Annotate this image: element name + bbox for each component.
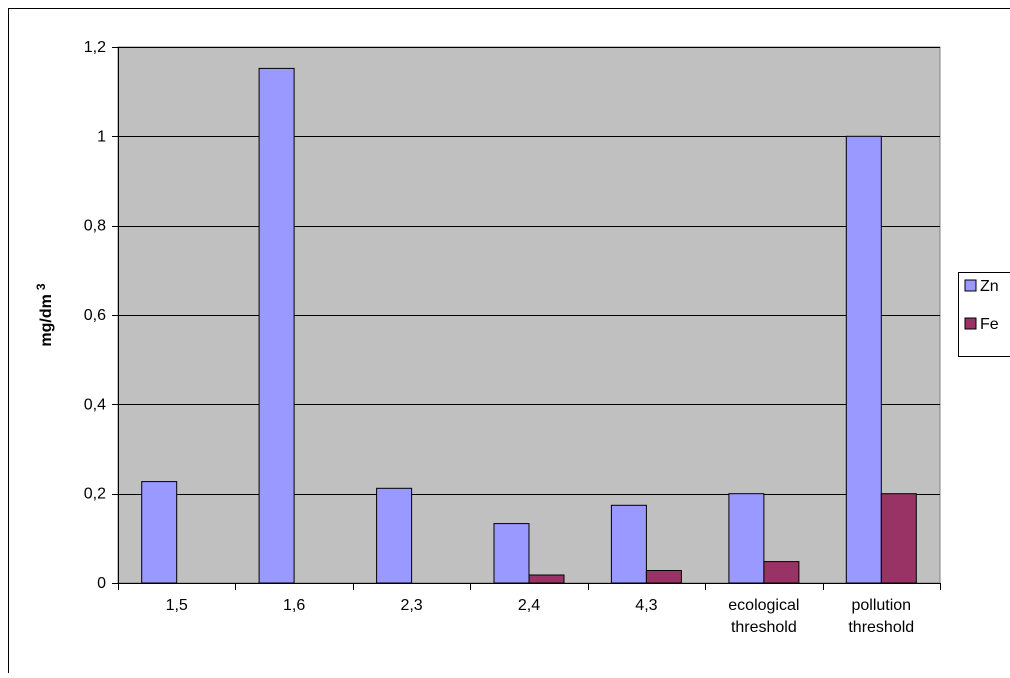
x-tick-label-line: 1,6 (283, 597, 305, 614)
x-tick-label: 2,4 (518, 597, 540, 614)
x-tick-label: 1,5 (166, 597, 188, 614)
bar-fe-4 (646, 571, 681, 584)
x-tick-label-line: 2,3 (400, 597, 422, 614)
x-tick-label-line: threshold (731, 619, 797, 636)
legend-label-zn: Zn (980, 278, 999, 295)
bar-zn-5 (729, 494, 764, 583)
bar-zn-3 (494, 524, 529, 583)
bar-fe-6 (881, 494, 916, 583)
x-tick-label-line: pollution (851, 597, 911, 614)
y-axis-label-text: mg/dm (38, 294, 55, 346)
legend-swatch-zn (965, 280, 976, 291)
bar-zn-2 (377, 488, 412, 583)
legend-swatch-fe (965, 318, 976, 329)
y-tick-label: 0,6 (84, 307, 106, 324)
bar-zn-6 (846, 136, 881, 583)
y-tick-label: 0,2 (84, 486, 106, 503)
y-tick-label: 0,4 (84, 396, 106, 413)
x-tick-label-line: ecological (728, 597, 799, 614)
x-tick-label-line: 4,3 (635, 597, 657, 614)
x-tick-label-line: 2,4 (518, 597, 540, 614)
bar-zn-0 (142, 482, 177, 583)
y-axis-label-superscript: 3 (34, 283, 48, 290)
y-tick-label: 0 (97, 575, 106, 592)
y-tick-label: 0,8 (84, 218, 106, 235)
legend-label-fe: Fe (980, 316, 999, 333)
bar-zn-4 (611, 505, 646, 583)
bar-fe-3 (529, 575, 564, 583)
y-tick-label: 1 (97, 128, 106, 145)
y-tick-label: 1,2 (84, 39, 106, 56)
bar-zn-1 (259, 68, 294, 583)
x-tick-label-line: 1,5 (166, 597, 188, 614)
x-tick-label: 2,3 (400, 597, 422, 614)
legend: Zn Fe (959, 273, 1010, 357)
x-tick-label: 1,6 (283, 597, 305, 614)
x-tick-label-line: threshold (848, 619, 914, 636)
x-tick-label: 4,3 (635, 597, 657, 614)
bar-fe-5 (764, 562, 799, 583)
